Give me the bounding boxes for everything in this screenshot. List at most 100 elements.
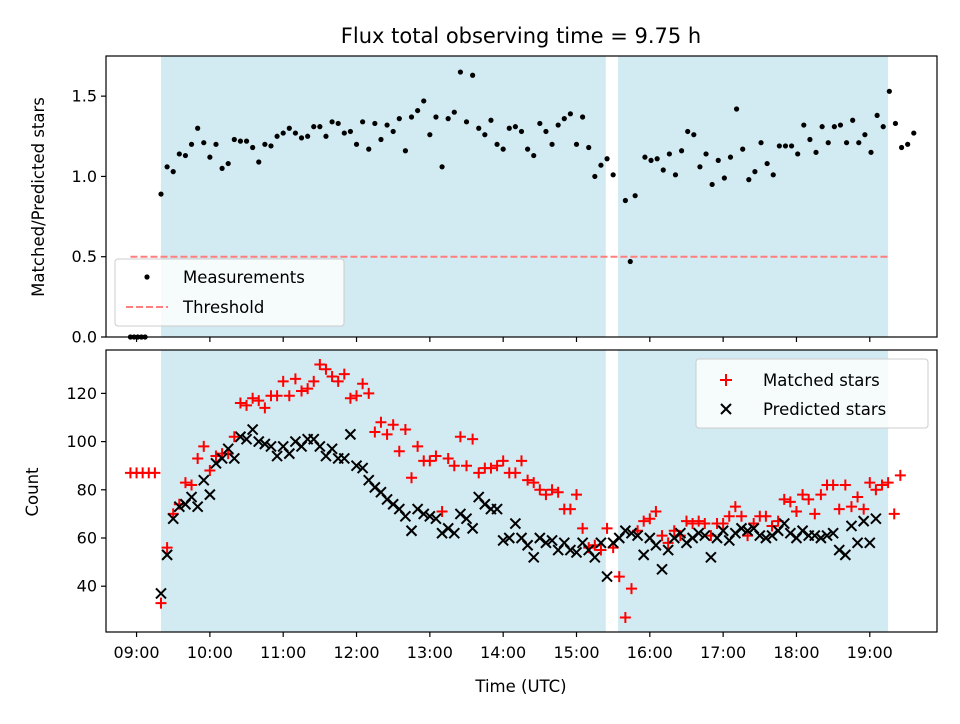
measurement-point bbox=[598, 162, 604, 168]
predicted-star-point bbox=[259, 438, 271, 450]
legend-measurements-marker bbox=[144, 274, 150, 280]
measurement-point bbox=[182, 152, 189, 159]
matched-star-point bbox=[234, 397, 246, 409]
matched-star-point bbox=[577, 522, 589, 534]
measurement-point bbox=[231, 136, 237, 143]
matched-star-point bbox=[803, 493, 815, 505]
chart-title: Flux total observing time = 9.75 h bbox=[341, 24, 701, 48]
matched-star-point bbox=[332, 375, 344, 387]
bottom-x-tick-label: 18:00 bbox=[773, 643, 819, 662]
matched-star-point bbox=[314, 358, 326, 370]
matched-star-point bbox=[638, 515, 650, 527]
legend-threshold-label: Threshold bbox=[182, 298, 264, 317]
measurement-point bbox=[697, 164, 703, 170]
matched-star-point bbox=[399, 424, 411, 436]
measurement-point bbox=[666, 151, 672, 157]
measurement-point bbox=[207, 154, 213, 160]
matched-star-point bbox=[271, 390, 283, 402]
matched-star-point bbox=[827, 479, 839, 491]
matched-star-point bbox=[161, 542, 173, 554]
measurement-point bbox=[506, 125, 512, 131]
matched-star-point bbox=[369, 426, 381, 438]
measurement-point bbox=[408, 114, 415, 120]
predicted-star-point bbox=[778, 517, 790, 530]
measurement-point bbox=[868, 149, 874, 155]
measurement-point bbox=[691, 132, 697, 138]
top-axes: 0.0 0.5 1.0 1.5 bbox=[72, 55, 938, 347]
matched-star-point bbox=[387, 419, 399, 431]
measurement-point bbox=[758, 140, 764, 146]
predicted-star-point bbox=[674, 527, 687, 539]
measurement-point bbox=[622, 197, 628, 204]
measurement-point bbox=[433, 114, 439, 120]
measurement-point bbox=[195, 125, 201, 131]
measurement-point bbox=[764, 160, 770, 167]
matched-star-point bbox=[522, 474, 534, 486]
matched-star-point bbox=[778, 493, 790, 505]
measurement-point bbox=[243, 138, 250, 144]
matched-star-point bbox=[179, 477, 191, 489]
measurement-point bbox=[567, 111, 573, 117]
matched-star-point bbox=[870, 484, 882, 496]
matched-star-point bbox=[650, 505, 662, 517]
matched-star-point bbox=[155, 597, 167, 609]
matched-star-point bbox=[625, 583, 637, 595]
predicted-star-point bbox=[216, 452, 228, 465]
legend-bottom-frame bbox=[695, 358, 929, 429]
measurement-point bbox=[746, 177, 752, 183]
matched-star-point bbox=[839, 479, 851, 491]
matched-star-point bbox=[149, 467, 161, 479]
measurement-point bbox=[703, 151, 709, 157]
measurement-point bbox=[188, 141, 195, 147]
matched-star-point bbox=[344, 392, 356, 404]
matched-star-point bbox=[241, 399, 253, 411]
measurement-point bbox=[654, 156, 660, 162]
matched-star-point bbox=[485, 462, 497, 474]
measurement-point bbox=[250, 144, 256, 151]
measurement-point bbox=[268, 143, 274, 149]
measurement-point bbox=[911, 130, 917, 136]
predicted-star-point bbox=[570, 546, 583, 559]
matched-star-point bbox=[204, 465, 216, 477]
matched-star-point bbox=[619, 612, 631, 624]
bottom-x-tick-label: 15:00 bbox=[553, 643, 599, 662]
measurement-point bbox=[604, 156, 610, 162]
measurement-point bbox=[360, 119, 366, 125]
matched-star-point bbox=[436, 505, 448, 517]
measurement-point bbox=[170, 169, 176, 175]
top-y-tick-label: 1.5 bbox=[72, 87, 97, 106]
matched-star-point bbox=[894, 469, 906, 481]
matched-star-point bbox=[253, 395, 265, 407]
predicted-star-point bbox=[845, 520, 858, 532]
measurement-point bbox=[531, 152, 537, 159]
measurement-point bbox=[494, 141, 500, 147]
measurement-point bbox=[164, 164, 170, 170]
matched-star-point bbox=[509, 467, 521, 479]
predicted-star-point bbox=[204, 488, 216, 501]
measurement-point bbox=[176, 151, 182, 157]
measurement-point bbox=[685, 128, 691, 135]
measurement-point bbox=[274, 133, 280, 139]
top-frame bbox=[105, 55, 938, 338]
predicted-star-point bbox=[625, 527, 638, 539]
measurement-point bbox=[402, 148, 409, 154]
predicted-star-point bbox=[637, 549, 650, 561]
measurement-point bbox=[555, 122, 561, 128]
measurement-point bbox=[335, 120, 341, 127]
matched-star-point bbox=[497, 455, 509, 467]
predicted-star-point bbox=[521, 539, 534, 551]
measurement-point bbox=[813, 149, 819, 155]
measurement-point bbox=[715, 157, 721, 163]
matched-star-point bbox=[797, 489, 809, 501]
bottom-x-tick-label: 19:00 bbox=[847, 643, 893, 662]
predicted-star-point bbox=[821, 529, 833, 542]
measurement-point bbox=[580, 114, 586, 120]
legend-matched-marker bbox=[720, 374, 732, 386]
count-marks bbox=[124, 358, 906, 624]
predicted-star-point bbox=[314, 440, 326, 453]
measurement-point bbox=[439, 164, 445, 170]
predicted-star-point bbox=[350, 459, 363, 472]
predicted-star-point bbox=[246, 423, 259, 436]
measurement-point bbox=[158, 191, 164, 197]
